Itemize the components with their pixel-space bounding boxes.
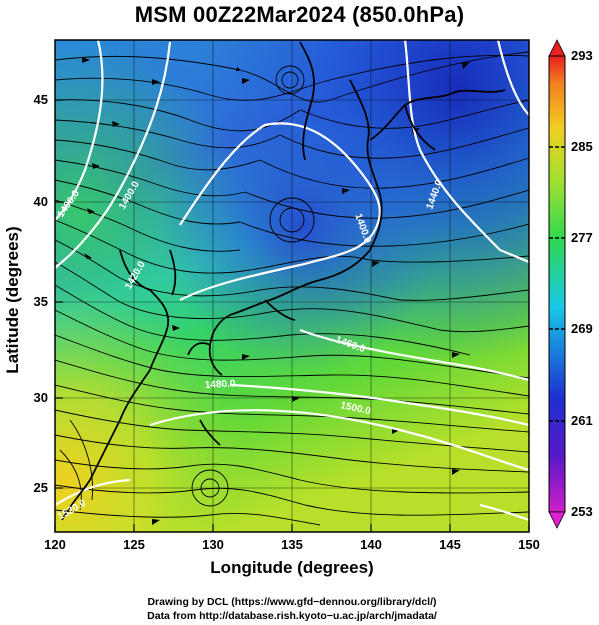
contour-label: 1480.0: [205, 378, 237, 391]
coastlines: [61, 41, 506, 521]
y-axis-label: Latitude (degrees): [3, 226, 22, 374]
y-tick-label: 35: [33, 294, 48, 309]
x-tick-label: 140: [360, 537, 382, 552]
height-contours: [55, 40, 529, 522]
x-axis-label: Longitude (degrees): [210, 558, 374, 577]
colorbar-tick-label: 293: [571, 48, 593, 63]
colorbar-tick-label: 285: [571, 139, 593, 154]
x-tick-label: 120: [44, 537, 66, 552]
colorbar-tick-label: 277: [571, 230, 593, 245]
x-tick-label: 130: [202, 537, 224, 552]
y-tick-label: 30: [33, 390, 48, 405]
colorbar-tick-label: 261: [571, 413, 593, 428]
x-tick-label: 135: [281, 537, 303, 552]
y-tick-label: 25: [33, 480, 48, 495]
y-tick-label: 45: [33, 92, 48, 107]
map-title: MSM 00Z22Mar2024 (850.0hPa): [134, 2, 465, 27]
x-tick-label: 125: [123, 537, 145, 552]
axis-ticks: [54, 99, 530, 532]
colorbar: [548, 39, 566, 529]
y-tick-label: 40: [33, 194, 48, 209]
credit-drawing: Drawing by DCL (https://www.gfd−dennou.o…: [147, 596, 437, 608]
credit-data: Data from http://database.rish.kyoto−u.a…: [147, 610, 437, 622]
colorbar-tick-label: 269: [571, 321, 593, 336]
x-tick-label: 145: [439, 537, 461, 552]
x-tick-label: 150: [518, 537, 540, 552]
colorbar-tick-label: 253: [571, 504, 593, 519]
